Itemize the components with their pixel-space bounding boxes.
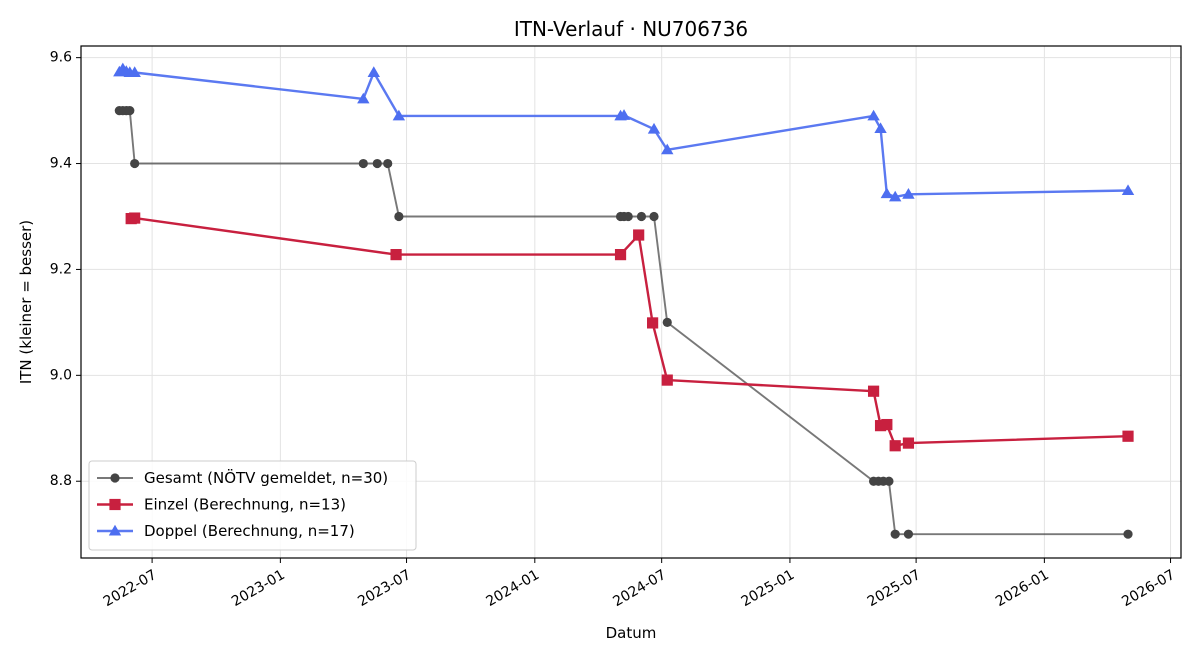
data-point: [367, 66, 380, 77]
data-point: [867, 109, 880, 121]
y-tick-label: 9.2: [50, 261, 72, 277]
legend-swatch-marker: [110, 473, 120, 483]
data-point: [662, 317, 672, 327]
plot-area-frame: [80, 45, 1182, 559]
data-point: [392, 109, 406, 121]
data-point: [358, 158, 368, 169]
data-point: [888, 190, 902, 202]
data-point: [661, 374, 673, 386]
data-point: [372, 158, 382, 169]
data-point: [1121, 184, 1135, 196]
data-point: [884, 476, 894, 486]
y-tick-label: 9.6: [50, 50, 72, 66]
data-point: [661, 143, 674, 155]
legend-box: [88, 460, 417, 551]
series-layer: [113, 62, 1135, 539]
data-point: [614, 249, 627, 261]
data-point: [902, 437, 915, 449]
data-point: [130, 158, 140, 169]
grid-layer: [81, 46, 1181, 558]
data-point: [881, 418, 893, 431]
legend-label: Gesamt (NÖTV gemeldet, n=30): [144, 468, 388, 487]
legend-swatch-marker: [108, 524, 122, 536]
data-point: [623, 211, 633, 222]
data-point: [1123, 529, 1133, 539]
y-tick-label: 9.4: [50, 156, 72, 172]
y-axis-label: ITN (kleiner = besser): [17, 220, 35, 384]
y-tick-label: 9.0: [50, 367, 72, 383]
data-point: [880, 187, 894, 199]
data-point: [636, 211, 647, 222]
data-point: [617, 109, 631, 120]
data-point: [129, 212, 141, 224]
data-point: [649, 211, 659, 222]
data-point: [394, 211, 404, 222]
data-point: [874, 420, 887, 432]
data-point: [125, 105, 135, 116]
data-point: [390, 249, 402, 261]
series-0: [114, 105, 1133, 539]
legend-swatch-marker: [109, 498, 121, 511]
data-point: [647, 122, 661, 134]
x-axis-label: Datum: [606, 624, 657, 642]
data-point: [889, 440, 901, 452]
y-tick-label: 8.8: [50, 473, 72, 489]
data-point: [383, 158, 393, 169]
data-point: [890, 529, 900, 539]
series-2: [113, 62, 1135, 202]
data-point: [647, 317, 659, 329]
data-point: [902, 188, 915, 199]
data-point: [633, 229, 645, 241]
y-axis: 8.8 9.0 9.2 9.4 9.6: [50, 50, 81, 489]
data-point: [357, 92, 370, 104]
legend: Gesamt (NÖTV gemeldet, n=30) Einzel (Bere…: [88, 460, 417, 551]
data-point: [874, 122, 887, 134]
data-point: [1122, 430, 1134, 442]
series-1: [125, 212, 1134, 452]
data-point: [867, 385, 880, 397]
data-point: [903, 529, 914, 539]
legend-label: Einzel (Berechnung, n=13): [144, 496, 346, 514]
chart-title: ITN-Verlauf · NU706736: [514, 17, 748, 41]
legend-label: Doppel (Berechnung, n=17): [144, 522, 355, 540]
data-point: [128, 66, 141, 77]
